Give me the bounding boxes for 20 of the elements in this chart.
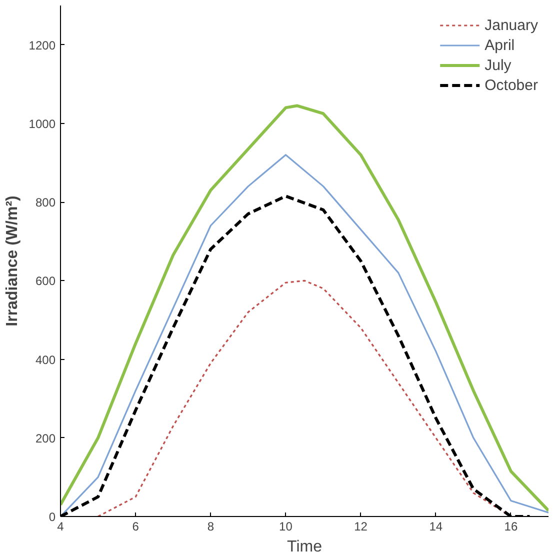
y-tick-label: 800 (35, 196, 56, 210)
x-tick-label: 8 (207, 520, 214, 534)
x-tick-label: 10 (279, 520, 293, 534)
x-axis-title: Time (287, 538, 322, 556)
y-axis-title: Irradiance (W/m²) (4, 196, 21, 326)
y-tick-label: 400 (35, 352, 56, 367)
y-tick-label: 600 (35, 274, 56, 288)
x-tick-label: 12 (354, 520, 368, 534)
legend-label: October (484, 76, 538, 94)
y-tick-label: 1200 (28, 38, 56, 52)
x-tick-label: 14 (429, 520, 443, 534)
legend-label: July (484, 56, 512, 74)
x-tick-label: 16 (504, 520, 518, 534)
x-tick-label: 6 (132, 520, 140, 534)
x-tick-label: 4 (57, 520, 64, 534)
legend-label: January (484, 16, 538, 34)
y-tick-label: 1000 (28, 116, 56, 131)
y-tick-label: 0 (48, 510, 56, 524)
legend-label: April (484, 36, 515, 54)
y-tick-label: 200 (35, 431, 56, 446)
